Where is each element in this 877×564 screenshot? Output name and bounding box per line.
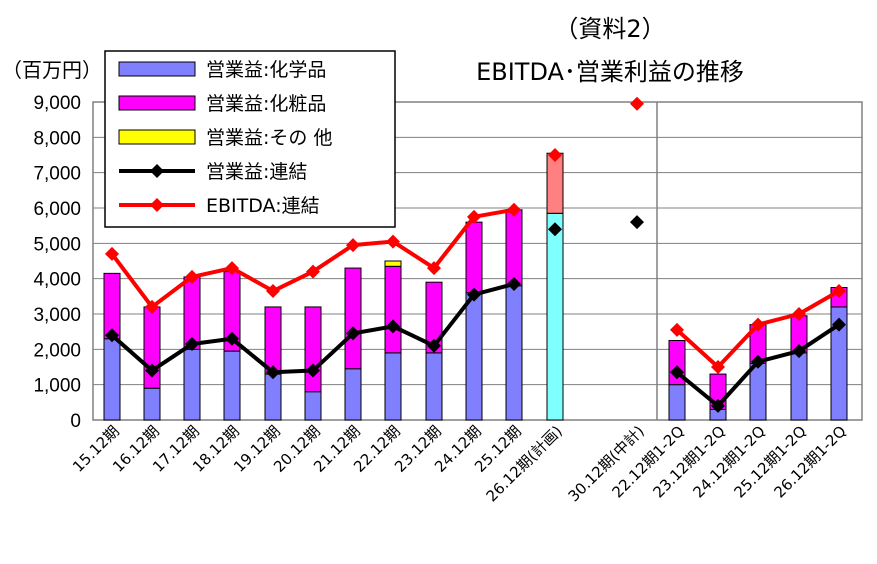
data-point	[792, 307, 806, 321]
data-point	[711, 360, 725, 374]
plan-bar-lower	[546, 212, 564, 421]
legend-label: 営業益:連結	[206, 161, 307, 183]
y-tick-label: 1,000	[33, 376, 81, 397]
data-point	[548, 148, 562, 162]
data-point	[792, 344, 806, 359]
legend-swatch	[118, 95, 196, 111]
legend-label: 営業益:化学品	[206, 59, 326, 81]
data-point	[467, 209, 481, 224]
y-tick-label: 3,000	[33, 305, 81, 326]
data-point	[386, 319, 400, 334]
data-point	[145, 363, 159, 378]
data-point	[467, 287, 481, 302]
y-tick-label: 0	[70, 411, 81, 432]
data-point	[306, 264, 320, 279]
legend-marker	[150, 198, 164, 212]
bar-segment	[384, 352, 402, 421]
chart-title-line1: （資料2）	[554, 15, 665, 43]
data-point	[711, 398, 725, 413]
legend-label: 営業益:化粧品	[206, 93, 326, 115]
y-tick-label: 6,000	[33, 199, 81, 220]
bar-segment	[143, 387, 161, 421]
bar-segment	[264, 373, 282, 421]
legend-label: 営業益:その 他	[206, 127, 332, 149]
plan-bar-upper	[546, 152, 564, 214]
y-tick-label: 7,000	[33, 164, 81, 185]
bar-segment	[344, 368, 362, 421]
y-tick-label: 5,000	[33, 234, 81, 255]
data-point	[346, 238, 360, 253]
legend-label: EBITDA:連結	[206, 195, 320, 217]
data-point	[427, 261, 441, 276]
bar-segment	[264, 306, 282, 375]
y-tick-label: 2,000	[33, 340, 81, 361]
data-point	[306, 363, 320, 378]
chart-title-line2: EBITDA･営業利益の推移	[476, 58, 744, 86]
legend-marker	[150, 164, 164, 178]
bar-segment	[668, 384, 686, 421]
data-point	[225, 261, 239, 276]
bar-segment	[749, 362, 767, 421]
data-point	[670, 322, 684, 337]
data-point	[266, 365, 280, 380]
bar-segment	[465, 221, 483, 294]
bar-segment	[304, 391, 322, 421]
data-point	[630, 96, 644, 111]
bar-segment	[344, 267, 362, 370]
data-point	[507, 202, 521, 217]
data-point	[105, 328, 119, 343]
y-axis-label: （百万円）	[2, 58, 102, 82]
y-axis-ticks: 0 1,000 2,000 3,000 4,000 5,000 6,000 7,000 8,00…	[33, 93, 81, 432]
bar-segment	[425, 352, 443, 421]
data-point	[427, 338, 441, 353]
bar-segment	[465, 292, 483, 421]
data-point	[832, 317, 846, 332]
bar-segment	[384, 265, 402, 354]
data-point	[386, 234, 400, 249]
x-axis-labels: 15.12期16.12期17.12期18.12期19.12期20.12期21.1…	[69, 422, 850, 505]
bar-segment	[425, 281, 443, 354]
legend-swatch	[118, 129, 196, 145]
data-point	[751, 317, 765, 332]
bar-segment	[183, 348, 201, 421]
bar-segment	[384, 260, 402, 267]
bar-segment	[505, 285, 523, 421]
y-tick-label: 4,000	[33, 270, 81, 291]
bar-segment	[304, 306, 322, 393]
bar-segment	[223, 350, 241, 421]
data-point	[346, 326, 360, 341]
data-point	[105, 246, 119, 261]
data-point	[832, 284, 846, 299]
data-point	[507, 276, 521, 291]
y-tick-label: 9,000	[33, 93, 81, 114]
data-point	[266, 284, 280, 299]
bar-segment	[505, 209, 523, 287]
data-point	[145, 299, 159, 314]
data-point	[670, 365, 684, 380]
series-lines	[105, 96, 846, 413]
y-tick-label: 8,000	[33, 128, 81, 149]
bar-segment	[790, 352, 808, 421]
data-point	[630, 215, 644, 230]
data-point	[225, 331, 239, 346]
data-point	[548, 222, 562, 237]
data-point	[185, 337, 199, 352]
data-point	[751, 354, 765, 369]
data-point	[185, 269, 199, 284]
legend-swatch	[118, 61, 196, 77]
bar-segment	[103, 338, 121, 421]
